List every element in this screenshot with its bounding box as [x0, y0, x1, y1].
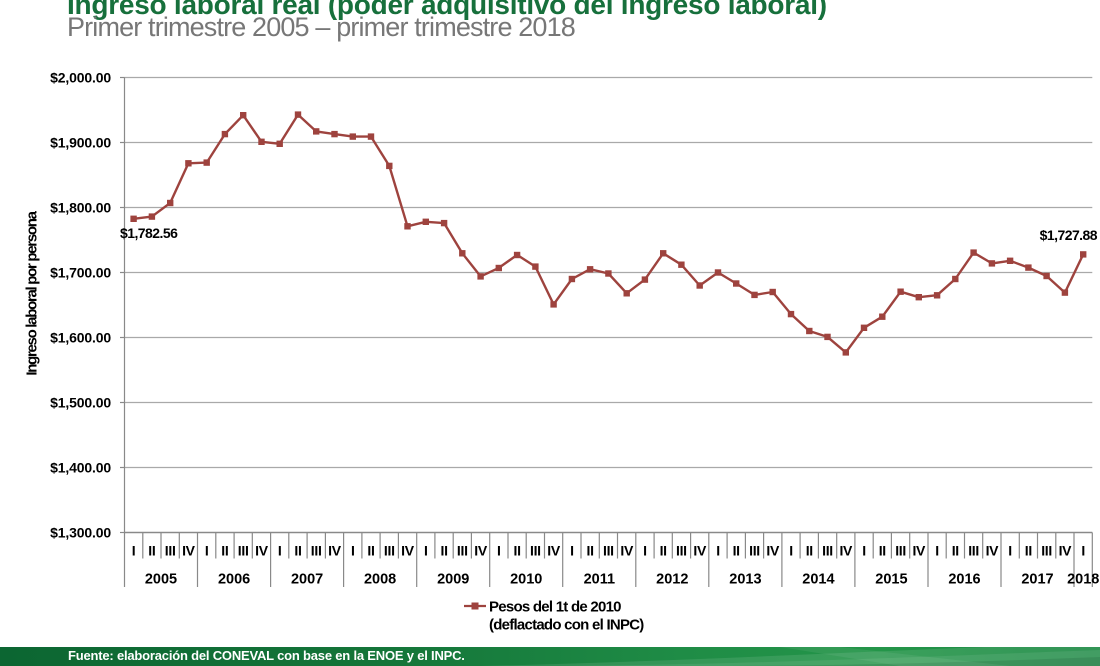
svg-text:II: II [733, 543, 740, 559]
svg-text:I: I [424, 543, 428, 559]
svg-text:I: I [643, 543, 647, 559]
svg-text:$1,600.00: $1,600.00 [50, 330, 111, 346]
svg-text:2005: 2005 [145, 572, 177, 588]
svg-text:III: III [968, 543, 979, 559]
svg-text:IV: IV [474, 543, 488, 559]
svg-text:III: III [311, 543, 322, 559]
svg-text:$1,782.56: $1,782.56 [120, 225, 178, 241]
svg-text:II: II [1025, 543, 1032, 559]
svg-text:IV: IV [255, 543, 269, 559]
svg-text:II: II [514, 543, 521, 559]
svg-text:IV: IV [986, 543, 1000, 559]
svg-text:I: I [1008, 543, 1012, 559]
svg-text:$2,000.00: $2,000.00 [50, 70, 111, 86]
svg-text:III: III [238, 543, 249, 559]
svg-text:I: I [862, 543, 866, 559]
svg-text:IV: IV [547, 543, 561, 559]
svg-text:2006: 2006 [218, 572, 250, 588]
svg-text:$1,400.00: $1,400.00 [50, 460, 111, 476]
svg-text:IV: IV [693, 543, 707, 559]
svg-text:2008: 2008 [364, 572, 396, 588]
svg-text:I: I [935, 543, 939, 559]
svg-text:III: III [895, 543, 906, 559]
svg-text:$1,727.88: $1,727.88 [1040, 227, 1098, 243]
svg-text:III: III [822, 543, 833, 559]
svg-text:II: II [441, 543, 448, 559]
svg-text:IV: IV [620, 543, 634, 559]
svg-text:I: I [205, 543, 209, 559]
svg-text:III: III [603, 543, 614, 559]
svg-text:(deflactado con el INPC): (deflactado con el INPC) [489, 617, 644, 634]
svg-text:I: I [789, 543, 793, 559]
svg-text:III: III [1041, 543, 1052, 559]
svg-text:$1,700.00: $1,700.00 [50, 265, 111, 281]
svg-text:II: II [660, 543, 667, 559]
svg-text:II: II [952, 543, 959, 559]
svg-text:Ingreso laboral por persona: Ingreso laboral por persona [24, 210, 41, 375]
svg-text:Pesos del 1t de 2010: Pesos del 1t de 2010 [489, 599, 621, 616]
svg-text:$1,500.00: $1,500.00 [50, 395, 111, 411]
svg-text:$1,800.00: $1,800.00 [50, 200, 111, 216]
svg-text:2011: 2011 [584, 572, 615, 588]
svg-text:II: II [148, 543, 155, 559]
svg-text:$1,900.00: $1,900.00 [50, 135, 111, 151]
svg-text:2017: 2017 [1021, 572, 1053, 588]
svg-text:I: I [351, 543, 355, 559]
svg-text:2016: 2016 [948, 572, 980, 588]
svg-text:II: II [587, 543, 594, 559]
svg-text:I: I [497, 543, 501, 559]
svg-text:I: I [1081, 543, 1085, 559]
svg-text:IV: IV [182, 543, 196, 559]
svg-text:2014: 2014 [802, 572, 834, 588]
svg-text:III: III [749, 543, 760, 559]
svg-text:I: I [570, 543, 574, 559]
svg-text:III: III [165, 543, 176, 559]
svg-text:III: III [530, 543, 541, 559]
svg-text:2007: 2007 [291, 572, 323, 588]
svg-text:IV: IV [401, 543, 415, 559]
svg-text:IV: IV [912, 543, 926, 559]
svg-text:II: II [806, 543, 813, 559]
svg-text:I: I [132, 543, 136, 559]
svg-text:IV: IV [766, 543, 780, 559]
svg-text:I: I [278, 543, 282, 559]
svg-text:III: III [384, 543, 395, 559]
svg-text:IV: IV [1059, 543, 1073, 559]
svg-text:2010: 2010 [510, 572, 542, 588]
svg-text:II: II [294, 543, 301, 559]
svg-text:2012: 2012 [656, 572, 688, 588]
svg-text:II: II [367, 543, 374, 559]
svg-text:$1,300.00: $1,300.00 [50, 525, 111, 541]
svg-text:2015: 2015 [875, 572, 907, 588]
svg-text:2013: 2013 [729, 572, 761, 588]
svg-text:II: II [879, 543, 886, 559]
svg-text:III: III [676, 543, 687, 559]
svg-text:2018: 2018 [1067, 572, 1099, 588]
svg-text:IV: IV [839, 543, 853, 559]
svg-text:IV: IV [328, 543, 342, 559]
svg-text:I: I [716, 543, 720, 559]
svg-text:III: III [457, 543, 468, 559]
svg-text:2009: 2009 [437, 572, 469, 588]
svg-text:II: II [221, 543, 228, 559]
